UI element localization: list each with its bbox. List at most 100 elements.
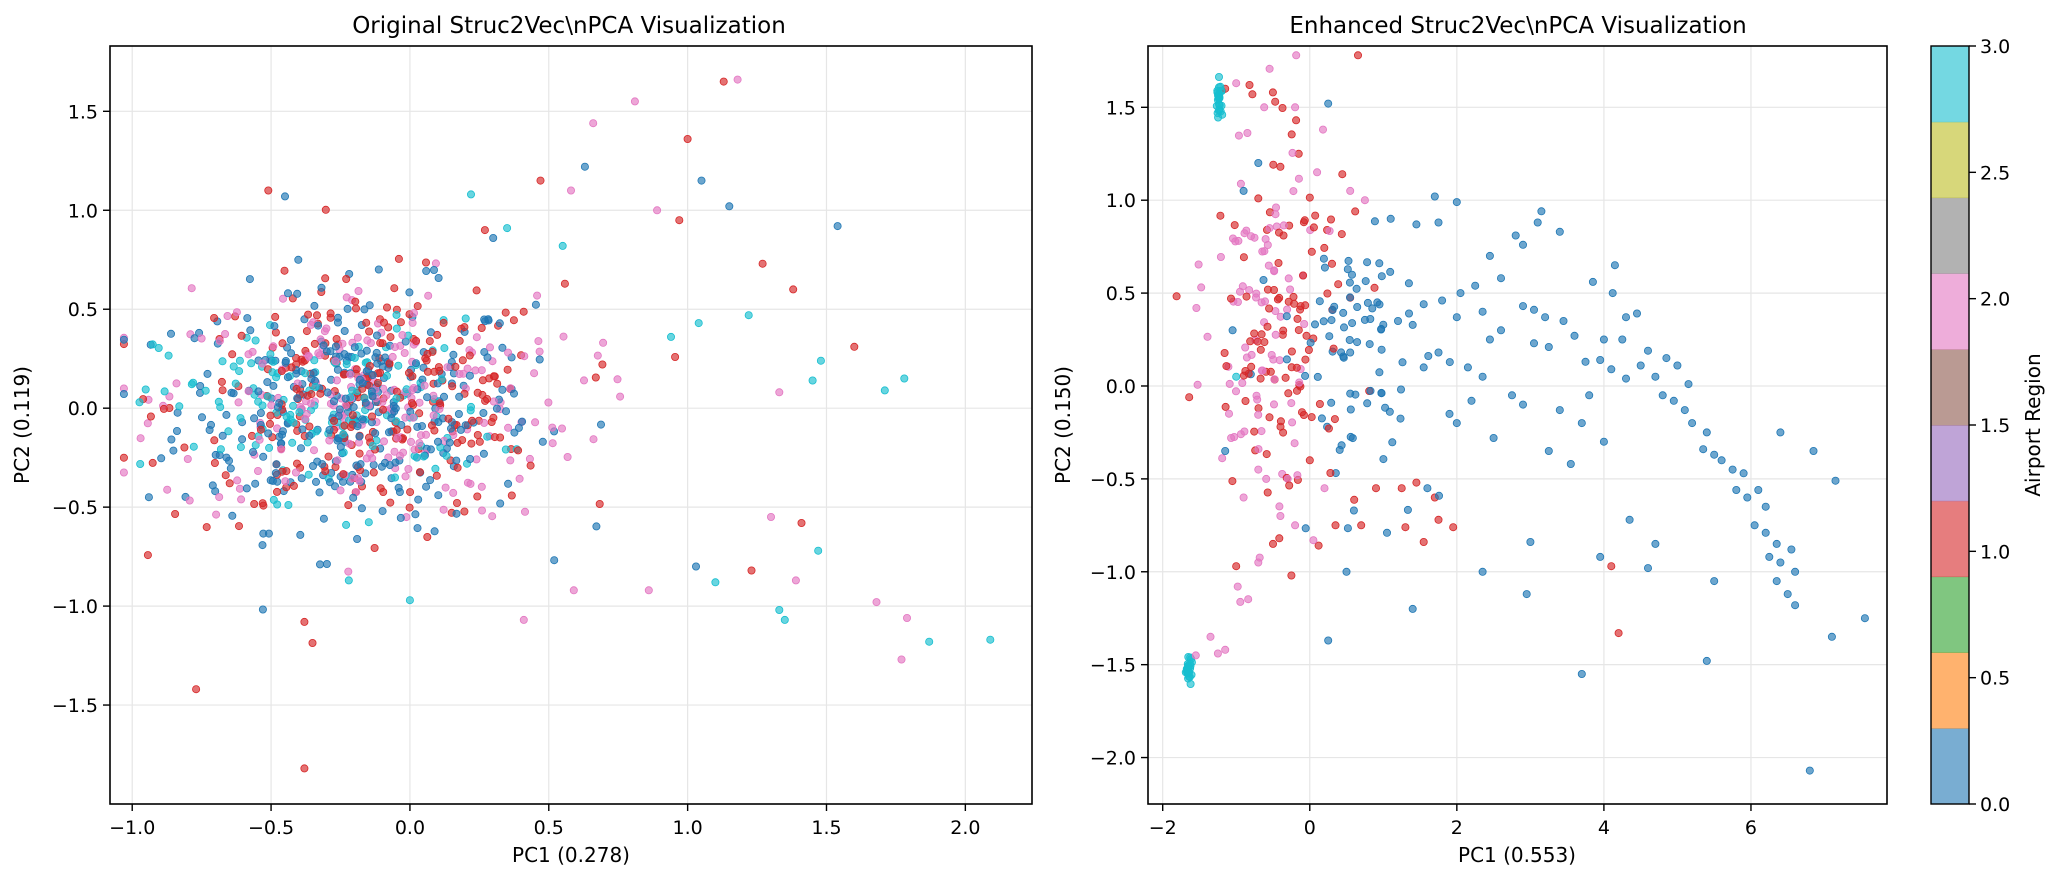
scatter-point	[1348, 270, 1357, 279]
scatter-point	[452, 509, 461, 518]
scatter-point	[380, 458, 389, 467]
scatter-point	[1254, 465, 1263, 474]
scatter-point	[530, 369, 539, 378]
scatter-point	[390, 284, 399, 293]
scatter-point	[1234, 131, 1243, 140]
scatter-point	[398, 331, 407, 340]
scatter-point	[473, 430, 482, 439]
scatter-point	[351, 297, 360, 306]
scatter-point	[1334, 280, 1343, 289]
scatter-point	[143, 419, 152, 428]
scatter-point	[378, 507, 387, 516]
scatter-point	[900, 374, 909, 383]
scatter-point	[321, 274, 330, 283]
scatter-point	[501, 308, 510, 317]
scatter-point	[1761, 502, 1770, 511]
scatter-point	[501, 407, 510, 416]
scatter-point	[214, 397, 223, 406]
scatter-point	[333, 456, 342, 465]
scatter-point	[488, 512, 497, 521]
scatter-point	[589, 119, 598, 128]
scatter-point	[1519, 400, 1528, 409]
scatter-point	[266, 350, 275, 359]
scatter-point	[880, 386, 889, 395]
scatter-point	[599, 338, 608, 347]
colorbar-tick-label: 0.5	[1980, 668, 2010, 690]
scatter-point	[454, 409, 463, 418]
scatter-point	[455, 369, 464, 378]
scatter-point	[1559, 316, 1568, 325]
scatter-point	[1805, 766, 1814, 775]
scatter-point	[1497, 326, 1506, 335]
scatter-points	[1172, 51, 1869, 775]
scatter-point	[1242, 292, 1251, 301]
scatter-point	[1281, 373, 1290, 382]
scatter-point	[514, 423, 523, 432]
scatter-point	[1254, 410, 1263, 419]
scatter-point	[187, 284, 196, 293]
scatter-point	[1294, 326, 1303, 335]
scatter-point	[342, 274, 351, 283]
scatter-point	[1252, 289, 1261, 298]
scatter-point	[329, 416, 338, 425]
scatter-point	[1253, 337, 1262, 346]
y-tick-label: −2.0	[1090, 748, 1136, 770]
scatter-point	[507, 491, 516, 500]
scatter-point	[1405, 309, 1414, 318]
scatter-point	[391, 458, 400, 467]
scatter-point	[1596, 355, 1605, 364]
scatter-point	[1375, 368, 1384, 377]
scatter-point	[1337, 230, 1346, 239]
scatter-point	[872, 598, 881, 607]
scatter-point	[1262, 450, 1271, 459]
scatter-point	[514, 446, 523, 455]
scatter-point	[1289, 292, 1298, 301]
scatter-point	[1346, 405, 1355, 414]
scatter-point	[495, 319, 504, 328]
scatter-point	[349, 403, 358, 412]
scatter-point	[1710, 577, 1719, 586]
scatter-point	[1298, 408, 1307, 417]
scatter-point	[531, 300, 540, 309]
scatter-point	[141, 385, 150, 394]
colorbar-tick-label: 2.5	[1980, 162, 2010, 184]
scatter-point	[1508, 391, 1517, 400]
x-tick-label: 0.5	[534, 817, 564, 839]
scatter-point	[1284, 274, 1293, 283]
scatter-point	[1365, 340, 1374, 349]
scatter-point	[283, 373, 292, 382]
scatter-point	[392, 310, 401, 319]
scatter-point	[432, 471, 441, 480]
x-tick-label: −2	[1149, 817, 1177, 839]
scatter-point	[1265, 304, 1274, 313]
scatter-point	[1328, 306, 1337, 315]
scatter-point	[593, 351, 602, 360]
scatter-point	[307, 374, 316, 383]
scatter-point	[747, 566, 756, 575]
scatter-point	[501, 445, 510, 454]
y-tick-label: −1.5	[52, 695, 98, 717]
scatter-point	[515, 474, 524, 483]
scatter-point	[1352, 284, 1361, 293]
scatter-point	[119, 335, 128, 344]
scatter-point	[466, 454, 475, 463]
scatter-point	[1335, 445, 1344, 454]
scatter-panel-enhanced: Enhanced Struc2Vec\nPCA Visualization −2…	[1051, 13, 1888, 867]
scatter-point	[1213, 95, 1222, 104]
scatter-point	[1276, 422, 1285, 431]
scatter-point	[1555, 406, 1564, 415]
scatter-point	[492, 404, 501, 413]
scatter-point	[1397, 385, 1406, 394]
scatter-point	[1283, 305, 1292, 314]
scatter-point	[283, 289, 292, 298]
scatter-point	[317, 283, 326, 292]
scatter-point	[1278, 104, 1287, 113]
scatter-point	[265, 419, 274, 428]
scatter-point	[1265, 413, 1274, 422]
scatter-point	[592, 522, 601, 531]
scatter-point	[390, 343, 399, 352]
scatter-point	[367, 412, 376, 421]
scatter-point	[1622, 313, 1631, 322]
scatter-point	[597, 420, 606, 429]
scatter-point	[415, 468, 424, 477]
